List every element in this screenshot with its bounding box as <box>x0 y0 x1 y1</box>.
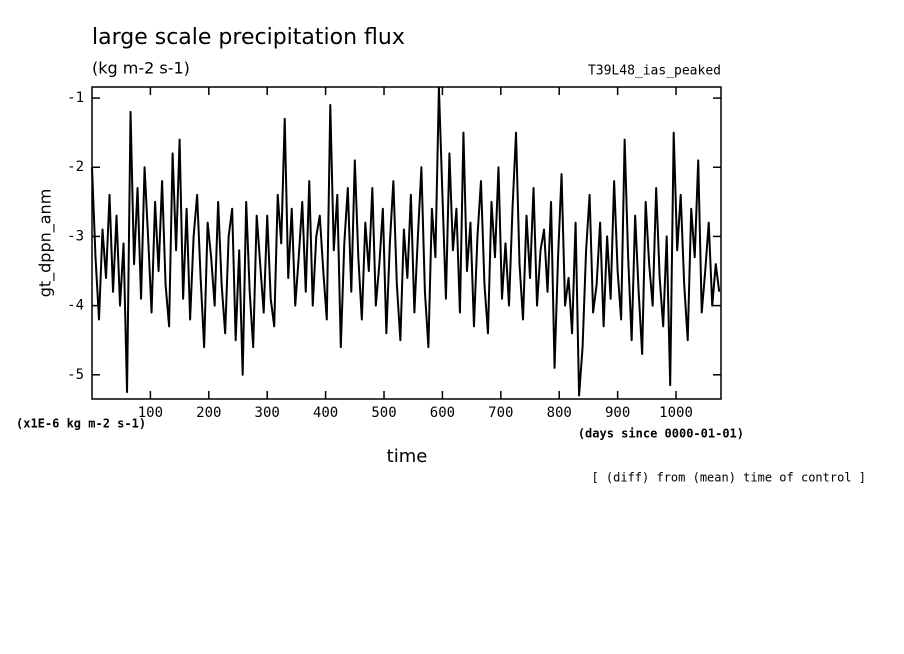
x-tick-label: 500 <box>371 405 396 421</box>
x-tick-label: 300 <box>255 405 280 421</box>
y-axis-label: gt_dppn_anm <box>36 189 56 298</box>
run-label: T39L48_ias_peaked <box>588 64 721 79</box>
x-tick-label: 900 <box>605 405 630 421</box>
y-tick-label: -1 <box>67 90 84 106</box>
y-unit: (x1E-6 kg m-2 s-1) <box>16 417 146 431</box>
chart-subtitle: (kg m-2 s-1) <box>92 59 190 78</box>
note: [ (diff) from (mean) time of control ] <box>591 471 866 485</box>
x-tick-label: 400 <box>313 405 338 421</box>
chart-title: large scale precipitation flux <box>92 25 405 50</box>
y-tick-label: -5 <box>67 367 84 383</box>
x-tick-label: 700 <box>488 405 513 421</box>
x-tick-label: 100 <box>138 405 163 421</box>
y-tick-label: -3 <box>67 228 84 244</box>
y-tick-label: -4 <box>67 298 84 314</box>
plot-frame <box>91 86 722 400</box>
x-tick-label: 600 <box>430 405 455 421</box>
x-tick-label: 1000 <box>659 405 693 421</box>
y-tick-label: -2 <box>67 159 84 175</box>
x-unit: (days since 0000-01-01) <box>578 427 744 441</box>
x-tick-label: 800 <box>547 405 572 421</box>
data-line <box>91 86 721 397</box>
x-axis-label: time <box>387 446 428 467</box>
x-tick-label: 200 <box>196 405 221 421</box>
